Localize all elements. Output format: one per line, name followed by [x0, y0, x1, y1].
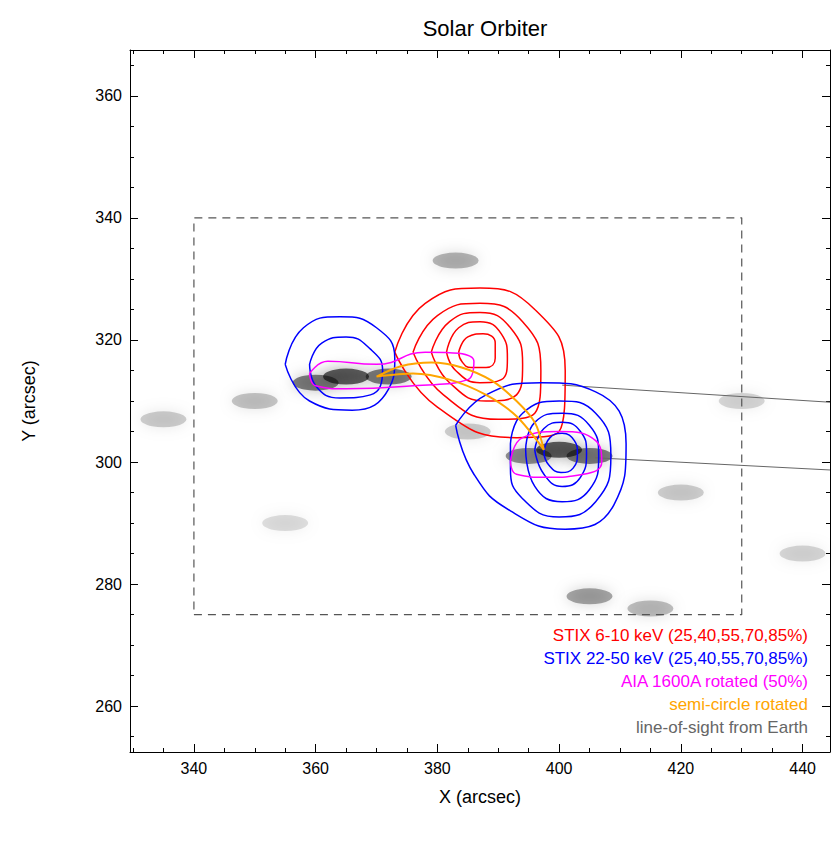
svg-text:Y (arcsec): Y (arcsec) — [19, 360, 39, 442]
svg-text:line-of-sight from Earth: line-of-sight from Earth — [636, 718, 808, 737]
svg-text:280: 280 — [95, 576, 122, 593]
svg-text:AIA 1600A rotated (50%): AIA 1600A rotated (50%) — [621, 672, 808, 691]
svg-text:semi-circle rotated: semi-circle rotated — [669, 695, 808, 714]
svg-text:Solar Orbiter: Solar Orbiter — [423, 16, 548, 41]
svg-text:440: 440 — [789, 760, 816, 777]
svg-text:400: 400 — [546, 760, 573, 777]
svg-text:340: 340 — [95, 209, 122, 226]
svg-text:340: 340 — [181, 760, 208, 777]
svg-text:X (arcsec): X (arcsec) — [439, 787, 521, 807]
svg-text:STIX 6-10 keV (25,40,55,70,85%: STIX 6-10 keV (25,40,55,70,85%) — [553, 626, 808, 645]
svg-text:320: 320 — [95, 331, 122, 348]
svg-text:STIX 22-50 keV (25,40,55,70,85: STIX 22-50 keV (25,40,55,70,85%) — [543, 649, 808, 668]
svg-text:260: 260 — [95, 698, 122, 715]
svg-text:360: 360 — [302, 760, 329, 777]
svg-text:380: 380 — [424, 760, 451, 777]
svg-text:420: 420 — [668, 760, 695, 777]
svg-text:360: 360 — [95, 87, 122, 104]
svg-text:300: 300 — [95, 454, 122, 471]
